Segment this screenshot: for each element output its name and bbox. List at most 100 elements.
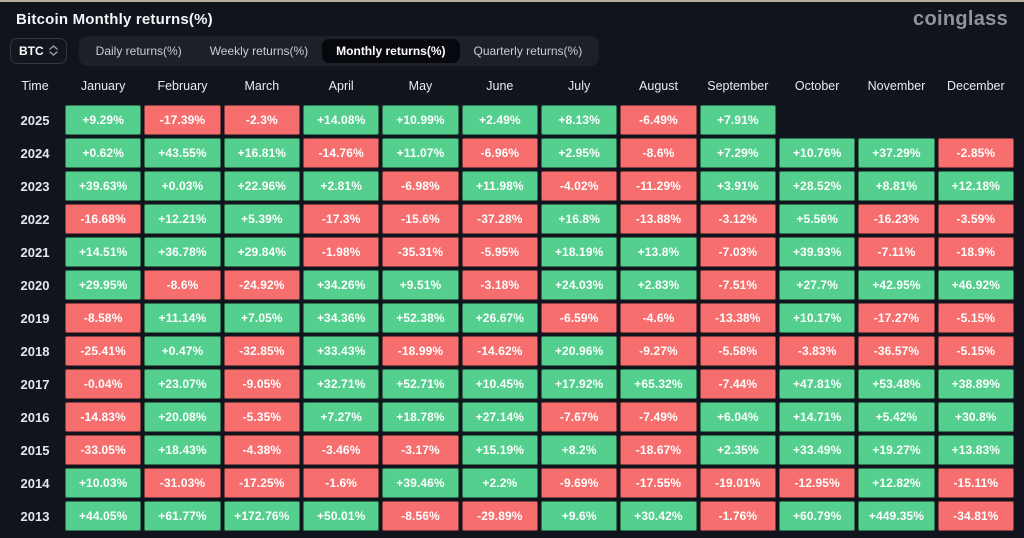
return-cell: +26.67% [461, 303, 538, 333]
year-cell: 2018 [20, 343, 50, 359]
month-column-header: December [946, 79, 1005, 93]
return-cell: -35.31% [382, 237, 459, 267]
return-cell: +11.07% [382, 138, 459, 168]
month-column-header: June [486, 79, 514, 93]
return-cell: +47.81% [779, 369, 856, 399]
tab-monthly-returns[interactable]: Monthly returns(%) [322, 38, 460, 63]
return-cell: +52.38% [382, 303, 459, 333]
return-cell: +7.05% [223, 303, 300, 333]
return-cell: +32.71% [303, 369, 380, 399]
return-cell: -17.25% [223, 468, 300, 498]
return-cell: -24.92% [223, 270, 300, 300]
return-cell: +12.18% [937, 171, 1014, 201]
return-cell: -3.17% [382, 435, 459, 465]
return-cell: -4.38% [223, 435, 300, 465]
tab-weekly-returns[interactable]: Weekly returns(%) [209, 43, 309, 58]
return-cell: +30.42% [620, 501, 697, 531]
return-cell: -5.95% [461, 237, 538, 267]
return-cell: +44.05% [65, 501, 142, 531]
return-cell: -5.15% [937, 336, 1014, 366]
return-cell: -3.18% [461, 270, 538, 300]
return-cell: -7.51% [699, 270, 776, 300]
month-column-header: October [794, 79, 840, 93]
return-cell: +65.32% [620, 369, 697, 399]
return-cell: +2.49% [461, 105, 538, 135]
return-cell: -11.29% [620, 171, 697, 201]
titlebar: Bitcoin Monthly returns(%) coinglass [0, 2, 1024, 34]
year-cell: 2025 [20, 112, 50, 128]
return-cell: -37.28% [461, 204, 538, 234]
return-cell: +2.2% [461, 468, 538, 498]
return-cell: -17.39% [144, 105, 221, 135]
return-cell: +9.29% [65, 105, 142, 135]
return-cell: -15.6% [382, 204, 459, 234]
return-cell: -7.67% [541, 402, 618, 432]
return-cell: +14.08% [303, 105, 380, 135]
return-cell: +7.29% [699, 138, 776, 168]
return-cell: -5.15% [937, 303, 1014, 333]
return-cell: +5.42% [858, 402, 935, 432]
return-cell: -13.88% [620, 204, 697, 234]
tab-daily-returns[interactable]: Daily returns(%) [95, 43, 182, 58]
return-cell: -14.62% [461, 336, 538, 366]
year-cell: 2014 [20, 475, 50, 491]
returns-tabs: Daily returns(%) Weekly returns(%) Month… [78, 35, 600, 66]
return-cell: +30.8% [937, 402, 1014, 432]
return-cell: +28.52% [779, 171, 856, 201]
return-cell: -17.3% [303, 204, 380, 234]
return-cell: -8.58% [65, 303, 142, 333]
month-column-header: September [707, 79, 769, 93]
return-cell: -36.57% [858, 336, 935, 366]
year-cell: 2015 [20, 442, 50, 458]
return-cell: +2.35% [699, 435, 776, 465]
month-column-header: May [408, 79, 433, 93]
return-cell: -18.9% [937, 237, 1014, 267]
return-cell: +34.36% [303, 303, 380, 333]
return-cell: -5.35% [223, 402, 300, 432]
return-cell: +11.14% [144, 303, 221, 333]
symbol-select[interactable]: BTC [10, 37, 67, 64]
return-cell: -17.27% [858, 303, 935, 333]
return-cell: -19.01% [699, 468, 776, 498]
return-cell: +39.93% [779, 237, 856, 267]
return-cell: +34.26% [303, 270, 380, 300]
return-cell: +10.03% [65, 468, 142, 498]
return-cell: +29.84% [223, 237, 300, 267]
tab-quarterly-returns[interactable]: Quarterly returns(%) [473, 43, 583, 58]
return-cell: -3.12% [699, 204, 776, 234]
return-cell: +7.91% [699, 105, 776, 135]
return-cell: -4.6% [620, 303, 697, 333]
return-cell: -14.76% [303, 138, 380, 168]
return-cell: -3.59% [937, 204, 1014, 234]
return-cell: -3.83% [779, 336, 856, 366]
year-cell: 2013 [20, 508, 50, 524]
return-cell: +3.91% [699, 171, 776, 201]
return-cell: +53.48% [858, 369, 935, 399]
return-cell: -4.02% [541, 171, 618, 201]
return-cell: -6.49% [620, 105, 697, 135]
return-cell: +14.51% [65, 237, 142, 267]
return-cell: -7.44% [699, 369, 776, 399]
year-cell: 2024 [20, 145, 50, 161]
return-cell: +10.76% [779, 138, 856, 168]
return-cell: +172.76% [223, 501, 300, 531]
return-cell: +19.27% [858, 435, 935, 465]
return-cell: -32.85% [223, 336, 300, 366]
return-cell: -13.38% [699, 303, 776, 333]
return-cell: -1.98% [303, 237, 380, 267]
return-cell: +0.47% [144, 336, 221, 366]
returns-table: Time January February March April May June July… [0, 70, 1024, 531]
symbol-select-value: BTC [19, 43, 44, 58]
return-cell: -6.59% [541, 303, 618, 333]
return-cell: -16.68% [65, 204, 142, 234]
return-cell: -15.11% [937, 468, 1014, 498]
return-cell: +46.92% [937, 270, 1014, 300]
return-cell: -31.03% [144, 468, 221, 498]
return-cell: +12.82% [858, 468, 935, 498]
return-cell: +11.98% [461, 171, 538, 201]
return-cell: -17.55% [620, 468, 697, 498]
return-cell: -33.05% [65, 435, 142, 465]
return-cell: +18.78% [382, 402, 459, 432]
return-cell: +14.71% [779, 402, 856, 432]
return-cell: +2.95% [541, 138, 618, 168]
